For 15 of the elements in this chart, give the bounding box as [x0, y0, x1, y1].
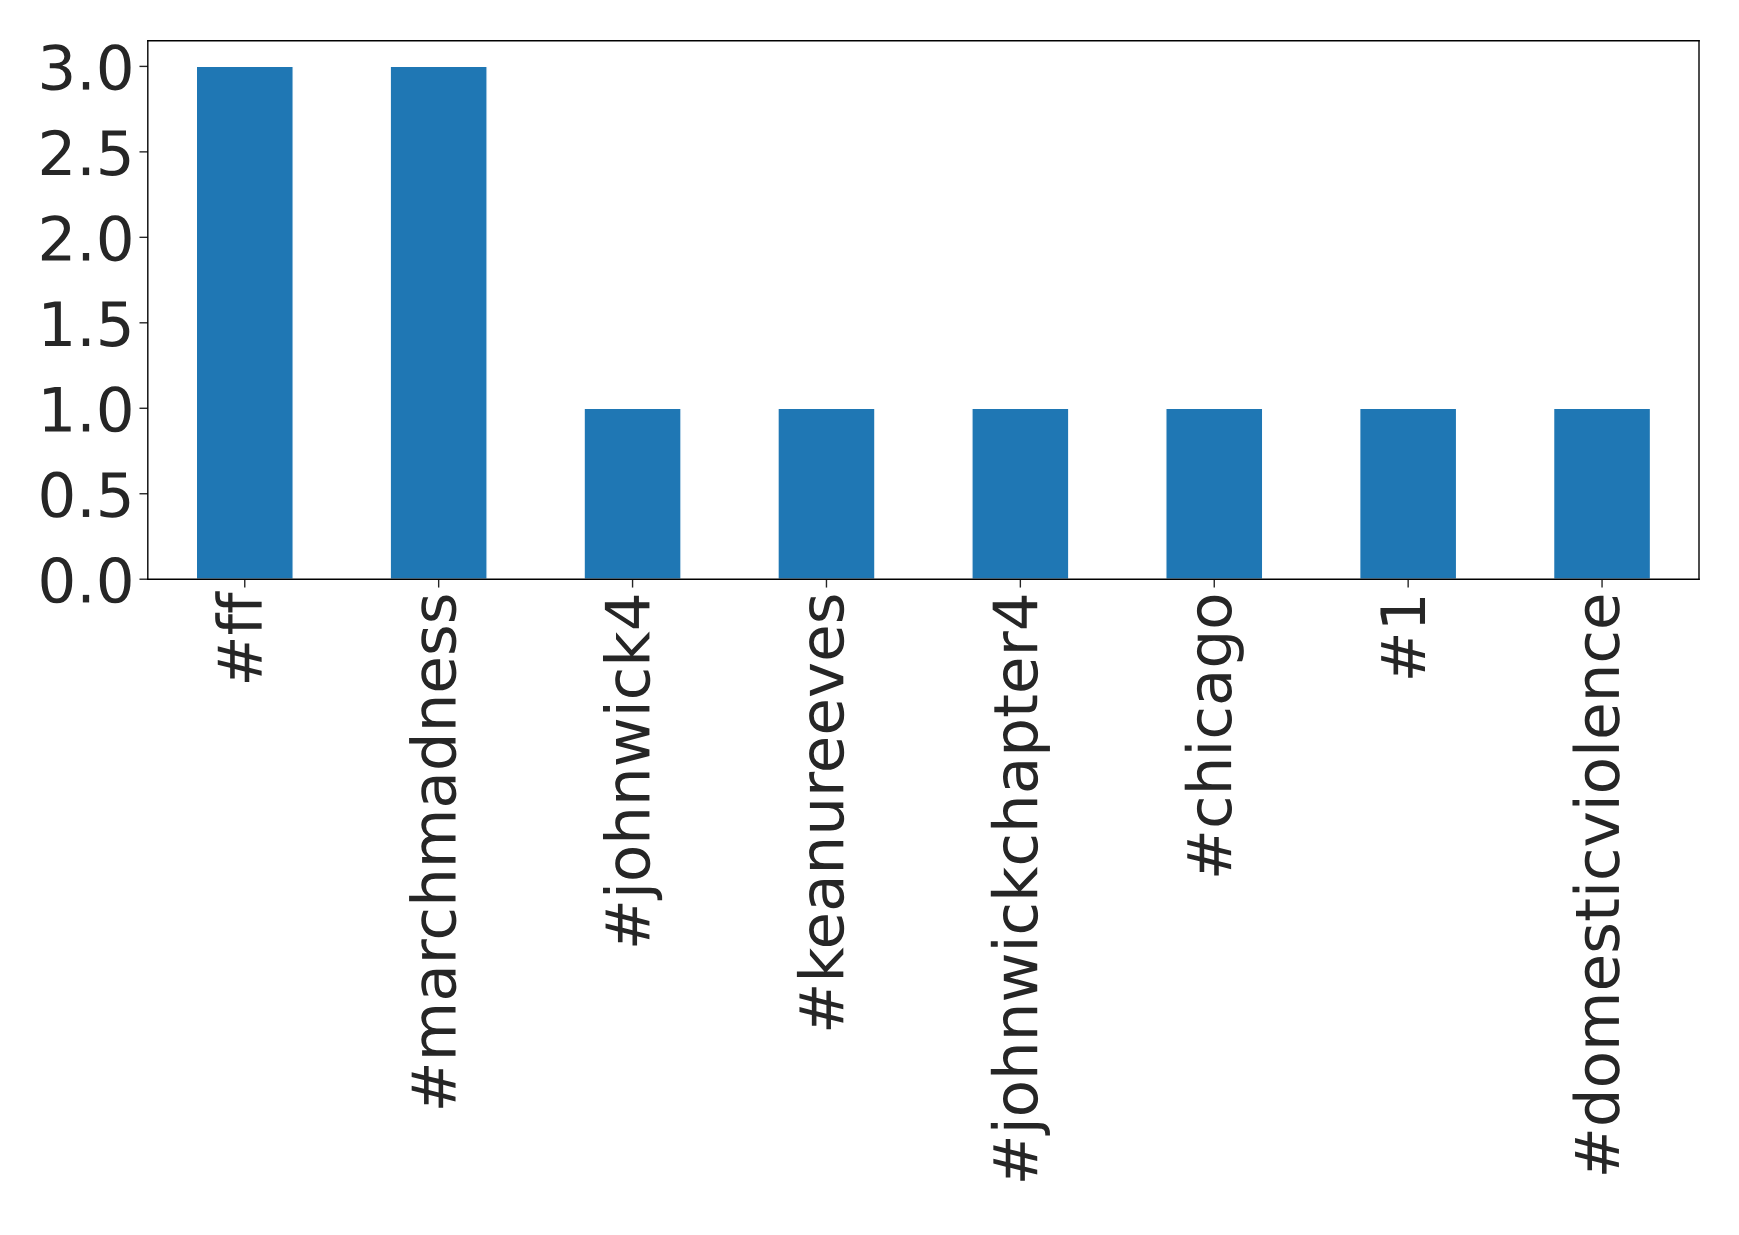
y-tick-label: 1.0: [44, 386, 131, 433]
y-tick-label: 3.0: [42, 44, 131, 91]
x-tick-label: #johnwickchapter4: [990, 595, 1050, 1181]
x-tick-label: #ff: [215, 591, 262, 682]
y-tick-label: 0.0: [41, 557, 131, 604]
y-tick-label: 2.0: [41, 215, 131, 262]
x-tick-label: #domesticviolence: [1572, 595, 1620, 1174]
x-tick-label: #keanureeves: [796, 595, 845, 1030]
x-tick-label: #1: [1380, 598, 1426, 678]
y-tick-label: 2.5: [41, 129, 130, 176]
x-tick-label: #johnwick4: [602, 595, 663, 946]
y-tick-label: 1.5: [44, 301, 130, 347]
y-tick-label: 0.5: [41, 471, 130, 518]
x-tick-label: #marchmadness: [409, 595, 457, 1108]
x-tick-label: #chicago: [1184, 595, 1244, 876]
